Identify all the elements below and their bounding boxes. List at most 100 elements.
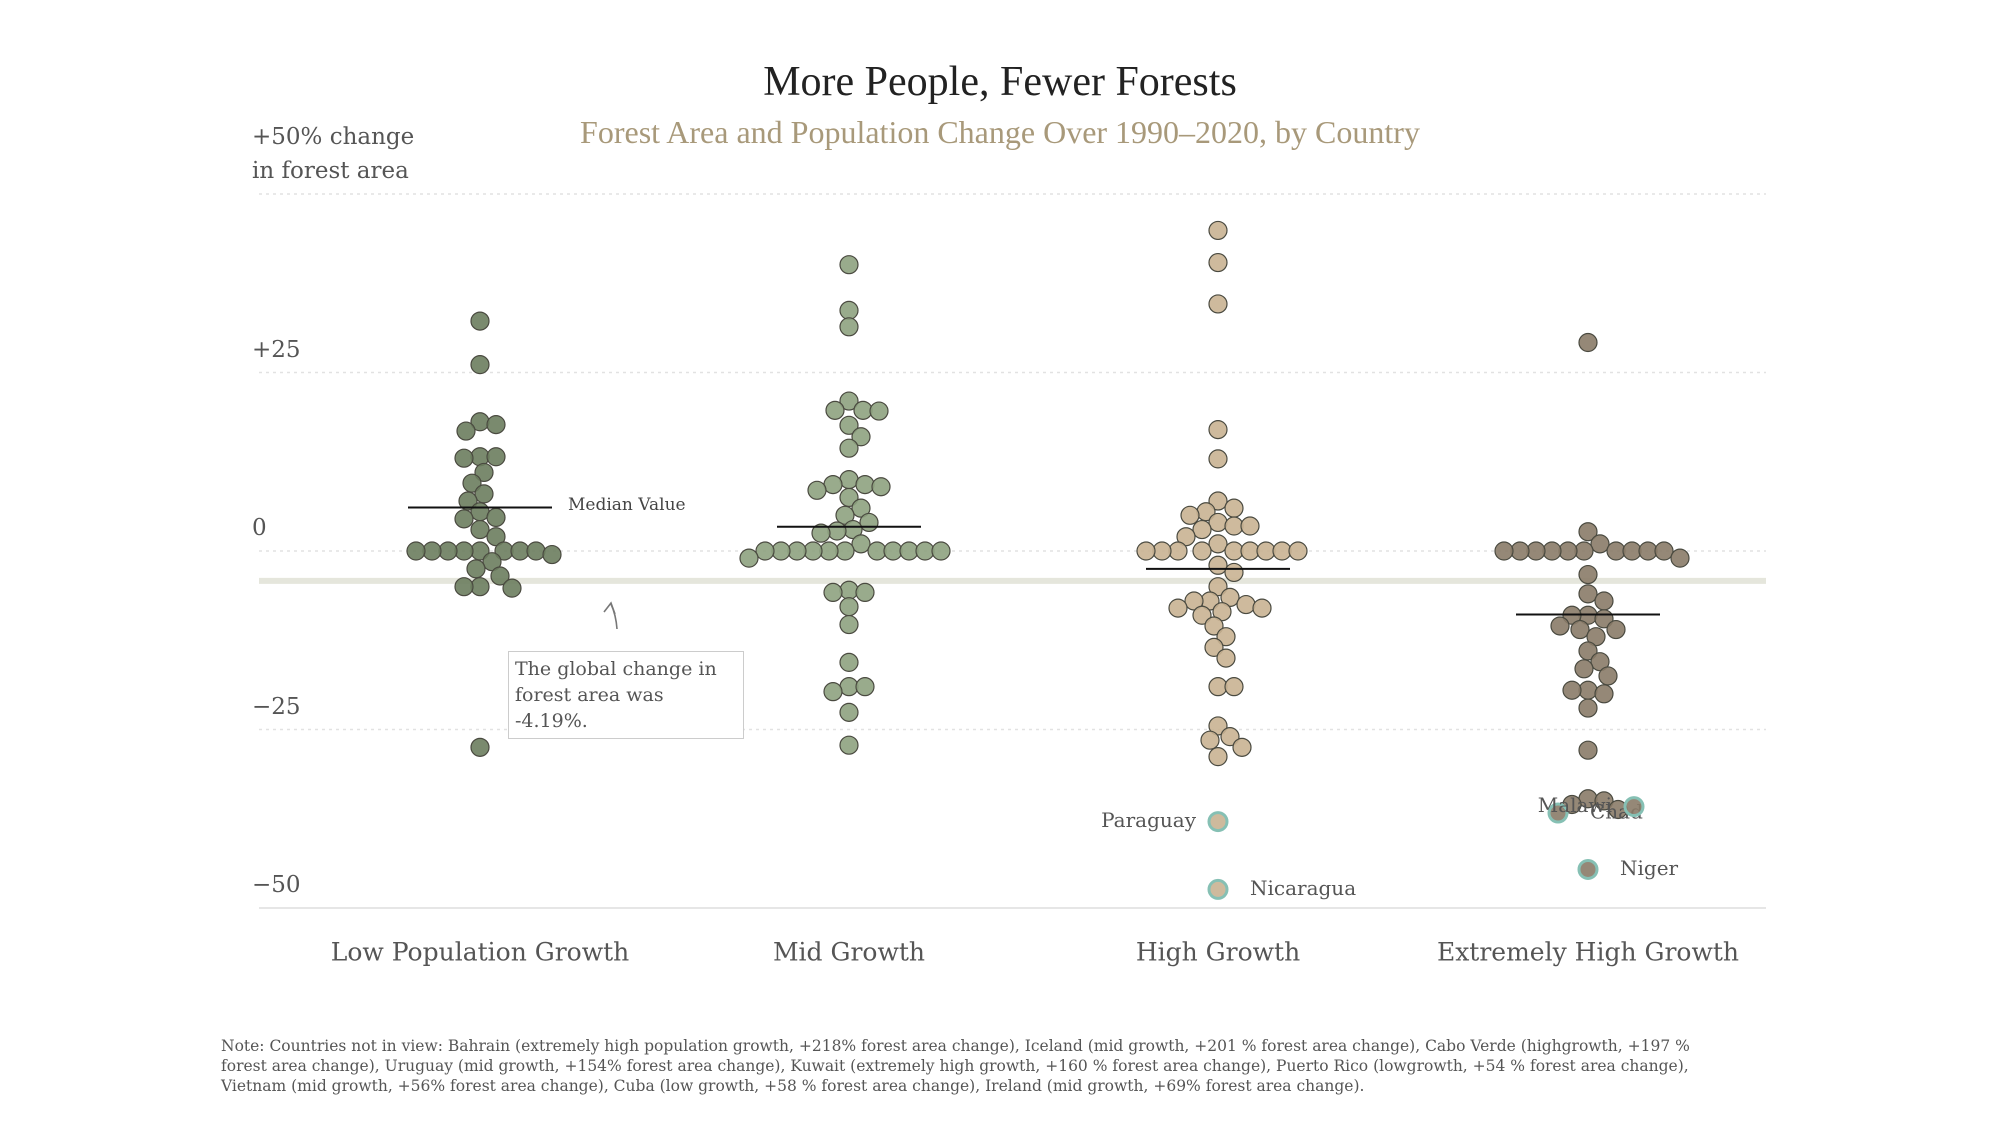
data-point <box>502 578 522 598</box>
data-point <box>1578 522 1598 542</box>
data-point <box>454 509 474 529</box>
data-point <box>486 447 506 467</box>
data-point <box>462 473 482 493</box>
data-point <box>1670 548 1690 568</box>
data-point <box>1288 541 1308 561</box>
data-point <box>1208 534 1228 554</box>
data-point <box>839 597 859 617</box>
data-point <box>1224 516 1244 536</box>
data-point <box>1204 637 1224 657</box>
data-point <box>827 521 847 541</box>
data-point <box>1510 541 1530 561</box>
data-point <box>1208 294 1228 314</box>
data-point <box>454 541 474 561</box>
data-point <box>454 577 474 597</box>
data-point <box>1240 541 1260 561</box>
data-point <box>458 491 478 511</box>
annotation: The global change in forest area was -4.… <box>508 651 744 739</box>
data-point <box>1208 220 1228 241</box>
data-point <box>839 255 859 275</box>
data-point <box>811 523 831 543</box>
data-point <box>855 474 875 495</box>
data-point <box>755 541 775 561</box>
data-point <box>1208 252 1228 273</box>
data-point <box>486 415 506 435</box>
data-point <box>1204 616 1224 636</box>
data-point <box>1526 541 1546 561</box>
data-point <box>787 541 807 561</box>
data-point <box>1578 564 1598 585</box>
data-point <box>470 737 490 757</box>
data-point <box>739 548 759 568</box>
data-point <box>1208 512 1228 533</box>
data-point <box>803 541 823 561</box>
data-point <box>899 541 919 561</box>
footnote: Note: Countries not in view: Bahrain (ex… <box>221 1037 1690 1095</box>
data-point <box>1578 740 1598 760</box>
data-point <box>406 541 426 561</box>
point-label: Niger <box>1620 856 1679 880</box>
data-point <box>851 534 871 554</box>
data-point <box>1168 541 1188 561</box>
data-point <box>855 677 875 697</box>
chart-subtitle: Forest Area and Population Change Over 1… <box>580 114 1420 150</box>
y-tick-label: +25 <box>252 336 301 363</box>
point-label: Malawi <box>1538 793 1612 817</box>
data-point <box>839 470 859 490</box>
data-point <box>1136 541 1156 561</box>
data-point <box>422 541 442 561</box>
data-point <box>1224 677 1244 697</box>
data-point <box>1550 616 1570 636</box>
data-point <box>839 614 859 635</box>
data-point <box>1240 516 1260 536</box>
data-point <box>1252 598 1272 618</box>
data-point <box>486 507 506 528</box>
data-point <box>490 566 510 586</box>
data-point <box>1208 420 1228 440</box>
data-point <box>1578 680 1598 700</box>
highlighted-point <box>1207 811 1229 833</box>
data-point <box>1606 541 1626 561</box>
highlighted-point <box>1207 878 1229 900</box>
data-point <box>839 487 859 508</box>
data-point <box>835 541 855 561</box>
x-tick-label: Mid Growth <box>773 938 925 967</box>
data-point <box>807 480 827 500</box>
data-point <box>454 448 474 468</box>
data-point <box>1594 791 1614 811</box>
chart-title: More People, Fewer Forests <box>763 59 1237 105</box>
data-point <box>1654 541 1674 561</box>
data-point <box>526 541 546 561</box>
y-tick-label: −50 <box>252 872 301 898</box>
data-point <box>839 677 859 697</box>
data-point <box>470 519 490 540</box>
data-point <box>1574 659 1594 679</box>
data-point <box>1208 449 1228 469</box>
data-point <box>474 462 494 483</box>
data-point <box>470 502 490 522</box>
data-point <box>825 400 845 420</box>
data-point <box>1594 684 1614 704</box>
data-point <box>1562 680 1582 700</box>
data-point <box>470 311 490 331</box>
data-point <box>1224 562 1244 583</box>
data-point <box>1606 619 1626 640</box>
data-point <box>823 474 843 495</box>
data-point <box>839 702 859 722</box>
data-point <box>853 400 873 420</box>
x-tick-label: Extremely High Growth <box>1437 938 1739 967</box>
data-point <box>871 477 891 497</box>
data-point <box>855 582 875 603</box>
data-point <box>839 580 859 600</box>
data-point <box>1570 619 1590 640</box>
data-point <box>470 447 490 467</box>
data-point <box>542 544 562 565</box>
data-point <box>839 300 859 320</box>
data-point <box>466 559 486 579</box>
data-point <box>1638 541 1658 561</box>
data-point <box>1192 541 1212 561</box>
data-point <box>1578 332 1598 353</box>
data-point <box>1168 598 1188 618</box>
data-point <box>474 484 494 504</box>
